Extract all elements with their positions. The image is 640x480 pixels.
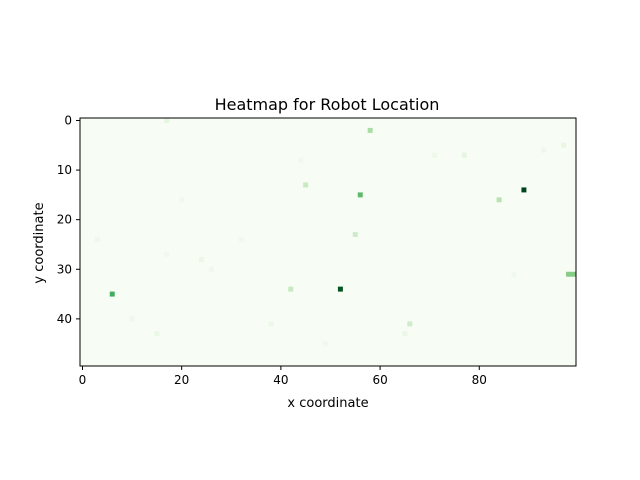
heatmap-cell bbox=[496, 197, 502, 203]
heatmap-cell bbox=[521, 187, 527, 193]
heatmap-cell bbox=[208, 266, 214, 272]
heatmap-cell bbox=[357, 192, 363, 198]
heatmap-cell bbox=[129, 316, 135, 322]
x-tick-label: 40 bbox=[273, 373, 288, 387]
heatmap-cell bbox=[323, 341, 328, 347]
heatmap-cell bbox=[298, 157, 304, 163]
heatmap-cell bbox=[303, 182, 309, 188]
y-tick-label: 0 bbox=[64, 113, 72, 127]
heatmap-cell bbox=[94, 237, 100, 242]
heatmap-cell bbox=[268, 321, 274, 327]
heatmap-cell bbox=[407, 321, 413, 327]
heatmap-cell bbox=[541, 147, 547, 153]
y-tick-label: 30 bbox=[57, 262, 72, 276]
heatmap-cell bbox=[154, 331, 160, 337]
x-tick-label: 0 bbox=[79, 373, 87, 387]
x-axis-label: x coordinate bbox=[287, 396, 368, 411]
heatmap-cell bbox=[511, 271, 517, 277]
heatmap-cell bbox=[288, 286, 294, 292]
y-tick-label: 40 bbox=[57, 312, 72, 326]
heatmap-cell bbox=[461, 152, 467, 158]
x-axis: 0 20 40 60 80 bbox=[79, 366, 487, 387]
y-tick-label: 20 bbox=[57, 213, 72, 227]
heatmap-cell bbox=[238, 237, 244, 242]
plot-background bbox=[80, 118, 576, 366]
heatmap-cell bbox=[561, 142, 567, 148]
heatmap-cell bbox=[402, 331, 408, 337]
y-tick-label: 10 bbox=[57, 163, 72, 177]
plot-frame bbox=[79, 117, 577, 367]
heatmap-cell bbox=[337, 286, 343, 292]
heatmap-cell bbox=[199, 256, 204, 262]
x-tick-label: 60 bbox=[372, 373, 387, 387]
heatmap-cell bbox=[164, 118, 170, 123]
heatmap-cell bbox=[164, 251, 170, 257]
heatmap-cell bbox=[367, 127, 373, 133]
y-axis: 0 10 20 30 40 bbox=[57, 113, 80, 326]
heatmap-cell bbox=[566, 271, 572, 277]
y-axis-label: y coordinate bbox=[32, 202, 47, 283]
heatmap-cells bbox=[94, 118, 576, 347]
heatmap-cell bbox=[179, 197, 185, 203]
heatmap-cell bbox=[352, 232, 358, 238]
heatmap-cell bbox=[571, 271, 576, 277]
heatmap-cell bbox=[109, 291, 115, 297]
plot-area bbox=[79, 117, 577, 367]
heatmap-cell bbox=[432, 152, 438, 158]
x-tick-label: 20 bbox=[174, 373, 189, 387]
chart-title: Heatmap for Robot Location bbox=[215, 95, 440, 114]
x-tick-label: 80 bbox=[472, 373, 487, 387]
